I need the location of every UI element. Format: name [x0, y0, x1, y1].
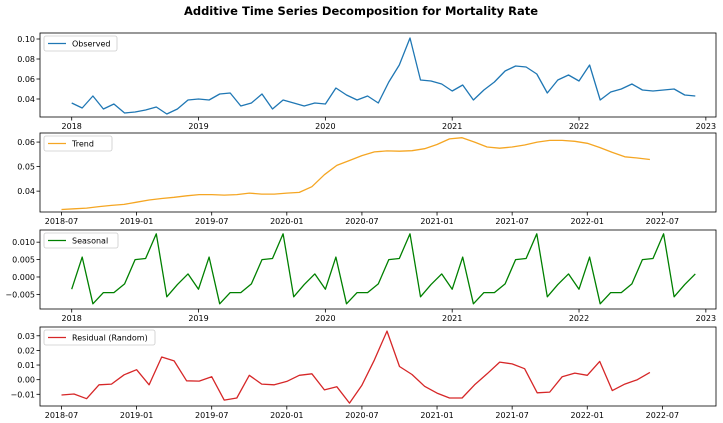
seasonal-panel: −0.005 0.000 0.005 0.010 2018 2019 2020 2021 202…: [5, 229, 717, 323]
residual-xtick-label: 2021-01: [420, 411, 453, 420]
observed-xtick-label: 2021: [442, 122, 462, 131]
seasonal-axes-frame: [39, 229, 717, 310]
observed-xtick-label: 2019: [188, 122, 208, 131]
observed-ytick-label: 0.10: [17, 35, 35, 44]
residual-ytick-label: 0.00: [17, 376, 35, 385]
seasonal-ytick-label: 0.005: [12, 256, 35, 265]
observed-xtick-label: 2018: [62, 122, 82, 131]
trend-xtick-label: 2019-01: [120, 217, 153, 226]
residual-xtick-label: 2022-01: [571, 411, 604, 420]
seasonal-xtick-label: 2023: [696, 314, 716, 323]
observed-xtick-label: 2022: [569, 122, 589, 131]
trend-xtick-label: 2020-07: [345, 217, 378, 226]
residual-ytick-label: 0.03: [17, 332, 35, 341]
seasonal-ytick-label: 0.010: [12, 238, 35, 247]
trend-ytick-label: 0.04: [17, 187, 35, 196]
seasonal-xtick-label: 2020: [315, 314, 335, 323]
observed-xtick-label: 2020: [315, 122, 335, 131]
seasonal-legend-label: Seasonal: [72, 237, 108, 246]
observed-series-line: [71, 37, 696, 115]
seasonal-xtick-label: 2021: [442, 314, 462, 323]
seasonal-ytick-label: 0.000: [12, 273, 35, 282]
residual-xtick-label: 2021-07: [495, 411, 528, 420]
residual-ytick-label: −0.01: [10, 390, 35, 399]
observed-panel: 0.04 0.06 0.08 0.10 2018 2019 2020 2021 2022 2023…: [17, 32, 717, 131]
residual-series-line: [61, 330, 651, 404]
seasonal-xtick-label: 2022: [569, 314, 589, 323]
trend-legend-box: [43, 135, 113, 152]
observed-ytick-label: 0.08: [17, 55, 35, 64]
observed-axes-frame: [39, 32, 717, 118]
residual-panel: −0.01 0.00 0.01 0.02 0.03 2018-07 2019-01 2019-…: [10, 326, 717, 420]
trend-ytick-label: 0.06: [17, 138, 35, 147]
seasonal-series-line: [71, 233, 696, 305]
trend-xtick-label: 2018-07: [45, 217, 78, 226]
trend-panel: 0.04 0.05 0.06 2018-07 2019-01 2019-07 2020-01…: [17, 132, 717, 226]
trend-xtick-label: 2022-07: [646, 217, 679, 226]
residual-xtick-label: 2019-07: [195, 411, 228, 420]
trend-ytick-label: 0.05: [17, 163, 35, 172]
trend-xtick-label: 2019-07: [195, 217, 228, 226]
residual-ytick-label: 0.02: [17, 346, 35, 355]
residual-legend-label: Residual (Random): [72, 334, 148, 343]
residual-legend-box: [43, 329, 156, 346]
trend-axes-frame: [39, 132, 717, 213]
observed-ytick-label: 0.06: [17, 75, 35, 84]
trend-xtick-label: 2022-01: [571, 217, 604, 226]
residual-xtick-label: 2020-07: [345, 411, 378, 420]
trend-xtick-label: 2020-01: [270, 217, 303, 226]
figure-title: Additive Time Series Decomposition for M…: [184, 4, 538, 18]
residual-xtick-label: 2019-01: [120, 411, 153, 420]
residual-xtick-label: 2020-01: [270, 411, 303, 420]
residual-xtick-label: 2018-07: [45, 411, 78, 420]
seasonal-legend-box: [43, 232, 119, 249]
observed-legend-label: Observed: [72, 40, 111, 49]
seasonal-xtick-label: 2019: [188, 314, 208, 323]
residual-axes-frame: [39, 326, 717, 407]
trend-legend-label: Trend: [71, 140, 94, 149]
trend-xtick-label: 2021-07: [495, 217, 528, 226]
residual-xtick-label: 2022-07: [646, 411, 679, 420]
observed-ytick-label: 0.04: [17, 95, 35, 104]
residual-ytick-label: 0.01: [17, 361, 35, 370]
seasonal-xtick-label: 2018: [62, 314, 82, 323]
observed-xtick-label: 2023: [696, 122, 716, 131]
observed-legend-box: [43, 35, 118, 52]
trend-series-line: [61, 137, 650, 211]
trend-xtick-label: 2021-01: [420, 217, 453, 226]
seasonal-ytick-label: −0.005: [5, 290, 35, 299]
